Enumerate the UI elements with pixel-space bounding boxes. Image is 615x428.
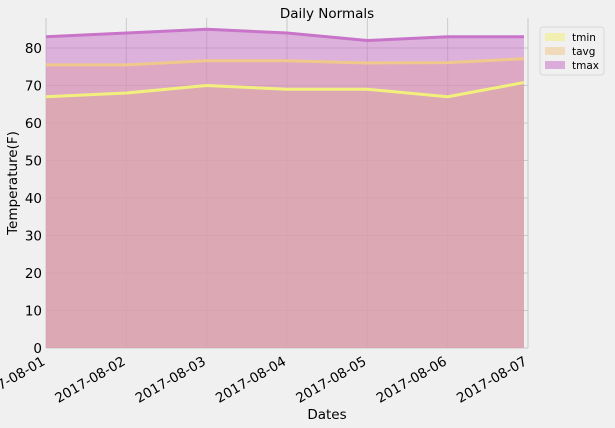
- y-tick-label: 50: [25, 154, 42, 170]
- series-line-tmax: [45, 27, 524, 42]
- legend-label-tmax: tmax: [572, 60, 599, 72]
- series-line-tmin: [45, 81, 525, 99]
- legend: tmin tavg tmax: [539, 26, 605, 76]
- legend-label-tavg: tavg: [572, 46, 595, 58]
- y-tick-label: 0: [33, 341, 42, 357]
- series-line-tavg: [46, 57, 525, 67]
- y-tick-label: 70: [25, 79, 42, 95]
- y-tick-label: 10: [25, 304, 42, 320]
- legend-swatch-tavg: [545, 47, 565, 55]
- area-fill-tmax: [46, 29, 524, 348]
- y-tick-label: 60: [25, 116, 42, 132]
- y-tick-labels: 0 10 20 30 40 50 60 70 80: [25, 41, 42, 357]
- legend-swatch-tmin: [545, 33, 565, 41]
- y-tick-label: 30: [25, 229, 42, 245]
- legend-swatch-tmax: [545, 61, 565, 69]
- x-axis-label: Dates: [307, 407, 346, 423]
- chart-title: Daily Normals: [280, 6, 374, 22]
- y-tick-label: 80: [25, 41, 42, 57]
- y-axis-label: Temperature(F): [5, 131, 21, 236]
- legend-label-tmin: tmin: [572, 32, 596, 44]
- areas: [45, 27, 525, 349]
- y-tick-label: 20: [25, 266, 42, 282]
- y-tick-label: 40: [25, 191, 42, 207]
